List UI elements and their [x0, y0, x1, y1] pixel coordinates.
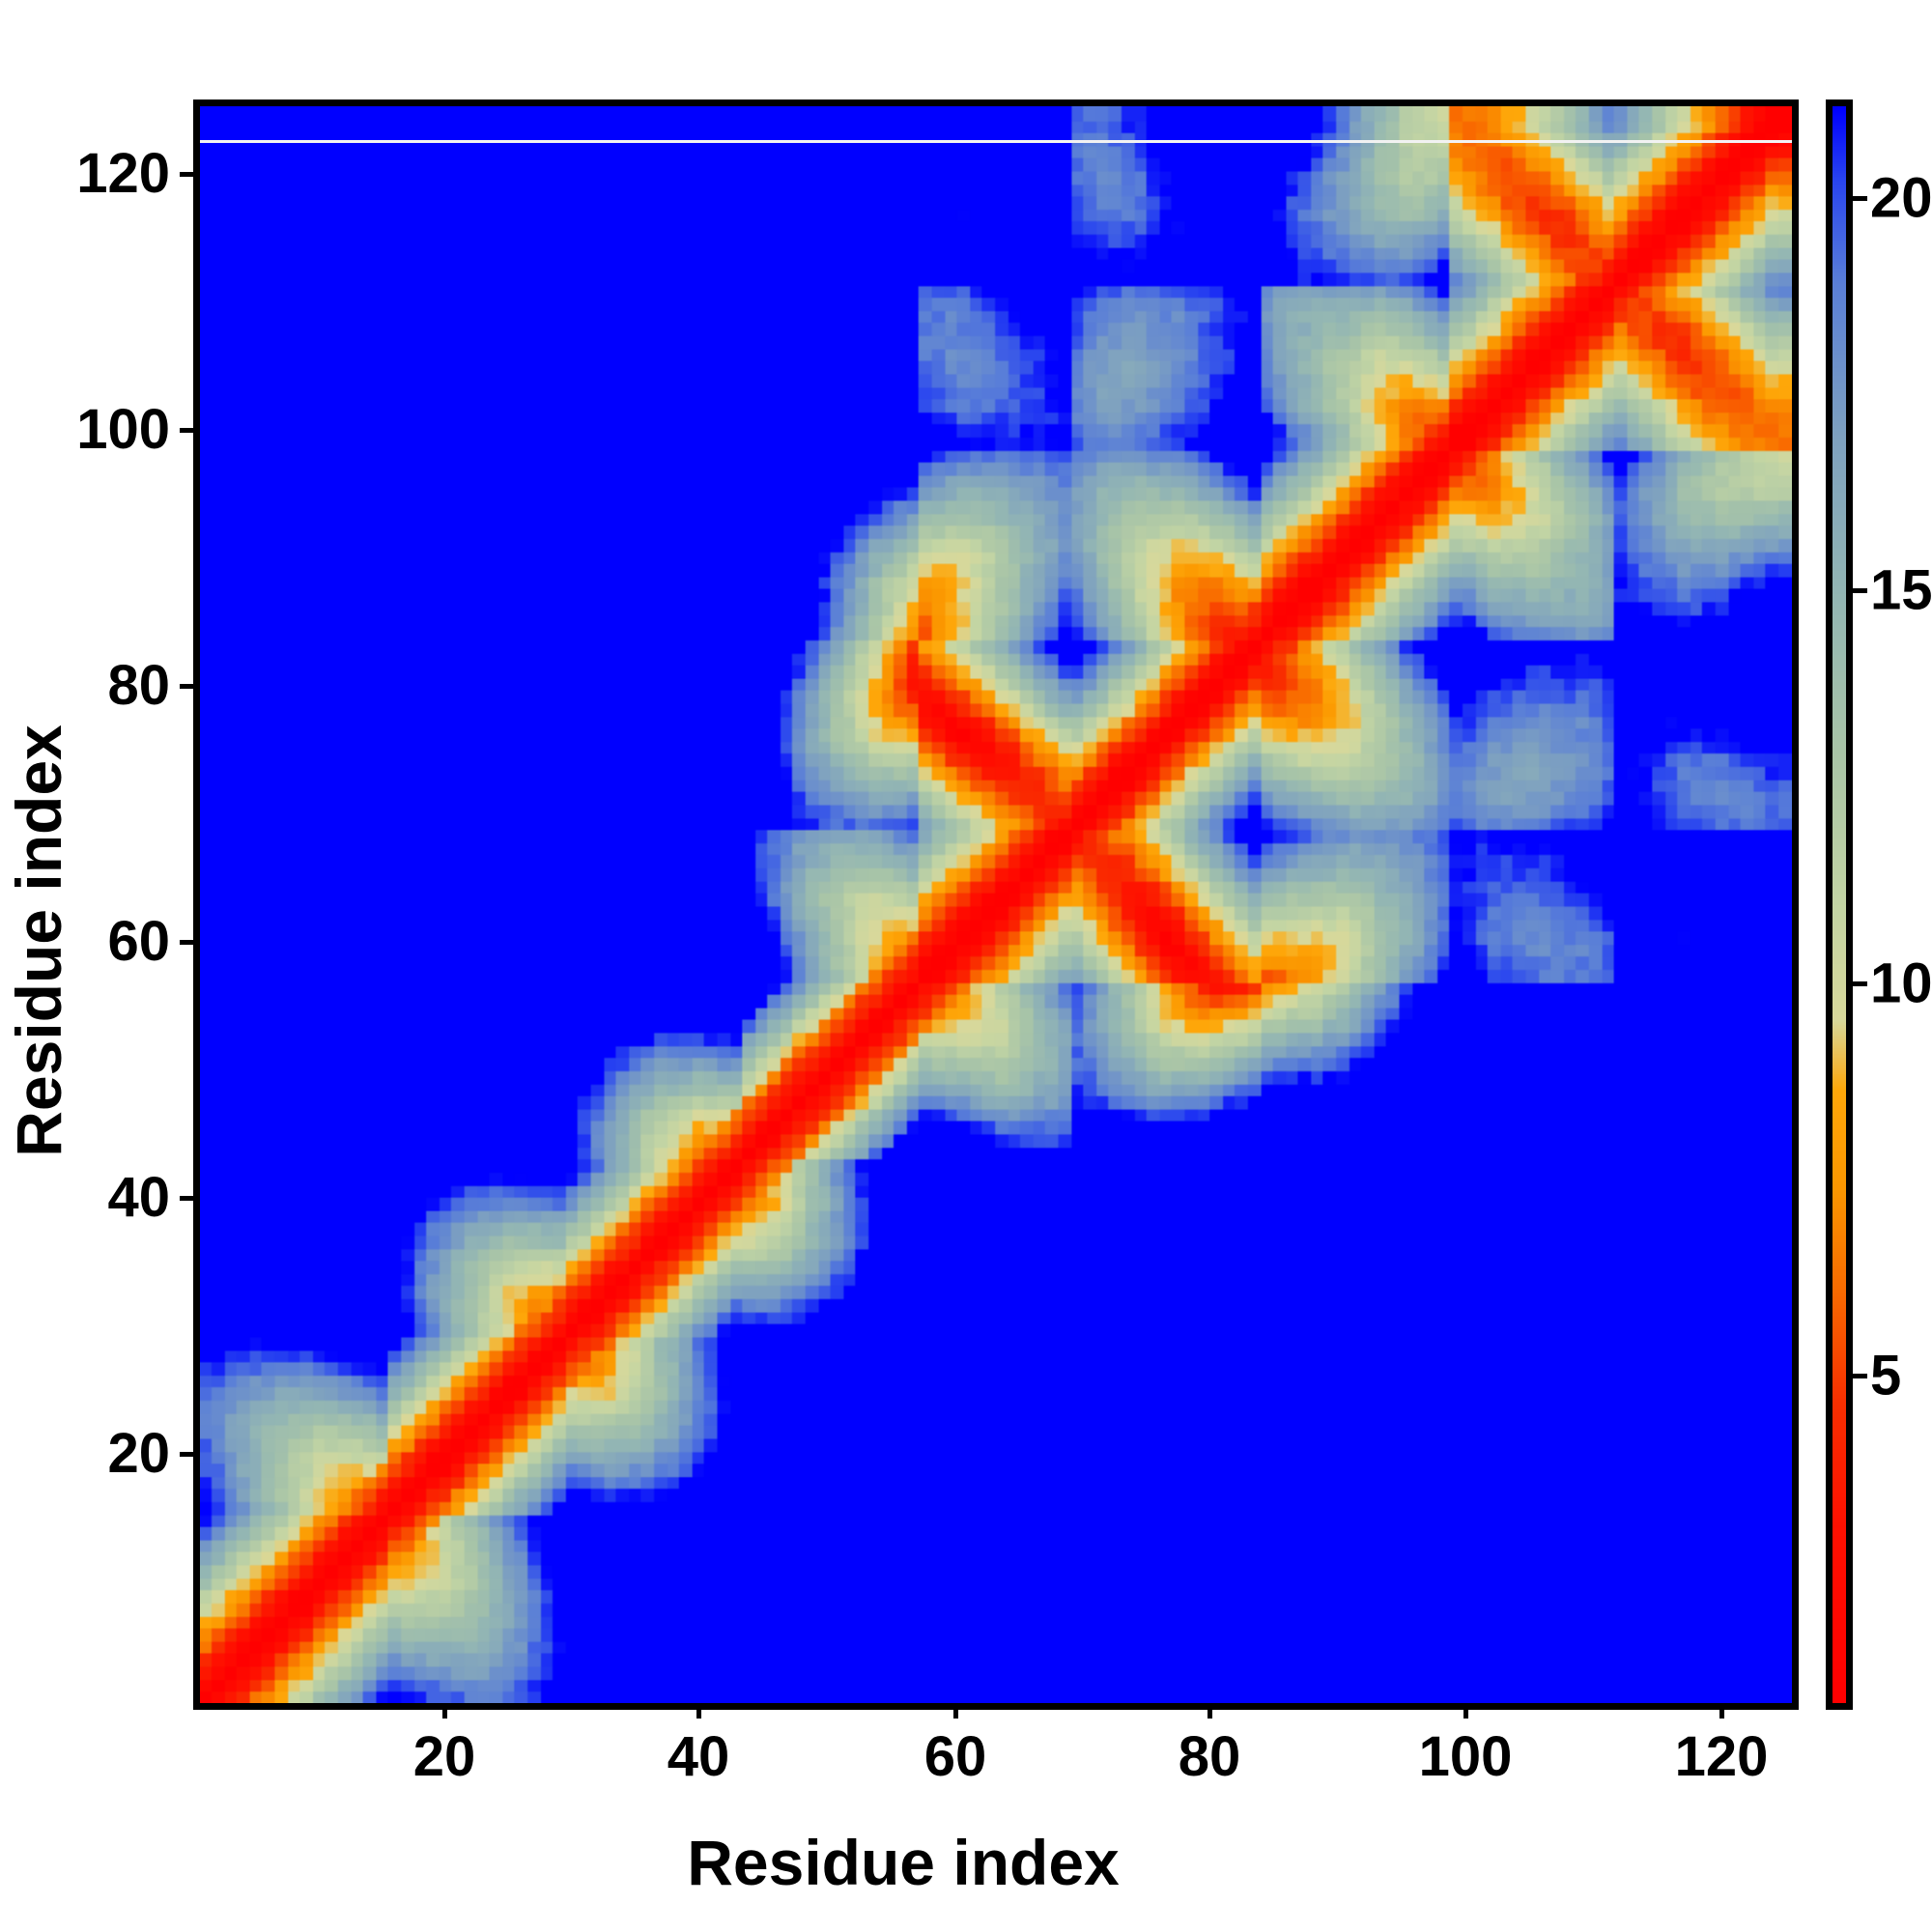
colorbar-tick-mark [1853, 1374, 1867, 1378]
colorbar [1826, 99, 1853, 1710]
x-tick-mark [442, 1703, 447, 1719]
colorbar-tick-label: 10 [1870, 952, 1932, 1015]
y-tick-label: 100 [76, 398, 170, 461]
x-axis-title-text: Residue index [687, 1827, 1120, 1898]
y-tick-label: 40 [107, 1166, 170, 1229]
y-tick-label: 120 [76, 142, 170, 205]
x-tick-label: 20 [412, 1725, 476, 1788]
y-tick-mark [180, 172, 195, 177]
y-tick-label: 80 [107, 654, 170, 717]
residue-contact-heatmap [200, 106, 1792, 1703]
y-tick-mark [180, 1196, 195, 1201]
y-tick-mark [180, 428, 195, 433]
x-tick-label: 40 [667, 1725, 730, 1788]
colorbar-tick-mark [1853, 588, 1867, 593]
y-tick-mark [180, 940, 195, 945]
x-tick-mark [696, 1703, 701, 1719]
x-tick-mark [1719, 1703, 1724, 1719]
x-tick-mark [1463, 1703, 1468, 1719]
colorbar-tick-label: 20 [1870, 166, 1932, 230]
x-tick-mark [1208, 1703, 1212, 1719]
y-tick-label: 20 [107, 1422, 170, 1485]
contact-map-plot [193, 99, 1799, 1710]
x-tick-label: 80 [1178, 1725, 1241, 1788]
x-tick-label: 60 [923, 1725, 987, 1788]
y-axis-title: Residue index [3, 724, 74, 1157]
colorbar-tick-label: 5 [1870, 1344, 1902, 1407]
y-tick-mark [180, 1452, 195, 1457]
colorbar-tick-mark [1853, 981, 1867, 986]
colorbar-tick-label: 15 [1870, 558, 1932, 622]
colorbar-tick-mark [1853, 196, 1867, 201]
x-axis-title: Residue index [0, 1826, 1932, 1899]
y-tick-label: 60 [107, 910, 170, 973]
x-tick-label: 120 [1674, 1725, 1769, 1788]
x-tick-mark [953, 1703, 958, 1719]
x-tick-label: 100 [1418, 1725, 1513, 1788]
y-tick-mark [180, 684, 195, 689]
colorbar-gradient [1833, 106, 1846, 1703]
